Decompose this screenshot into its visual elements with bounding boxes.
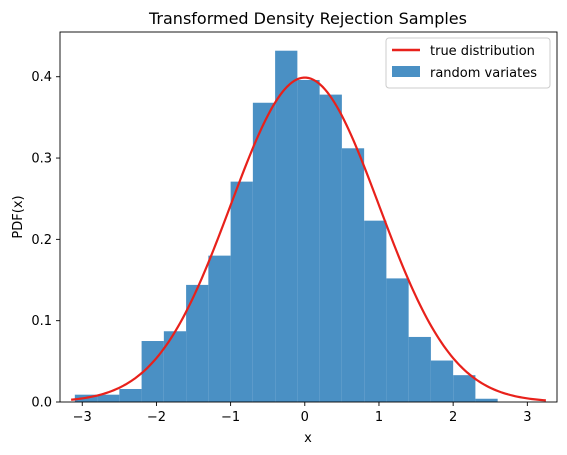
histogram-bars [74, 50, 498, 402]
histogram-bar [186, 284, 209, 402]
true-distribution-curve [71, 76, 546, 402]
legend-label-random-variates: random variates [430, 66, 537, 81]
x-tick-label: 2 [449, 410, 457, 425]
histogram-bar [252, 102, 276, 402]
y-tick-label: 0.1 [31, 314, 52, 329]
x-axis-ticks: −3 −2 −1 0 1 2 3 [73, 402, 531, 425]
histogram-bar [119, 388, 142, 402]
plot-frame [59, 31, 558, 403]
histogram-bar [319, 94, 342, 402]
legend: true distribution random variates [385, 37, 551, 89]
histogram-bar [163, 331, 187, 402]
legend-label-true-distribution: true distribution [430, 44, 535, 59]
histogram-bar [386, 278, 409, 402]
histogram-bar [475, 398, 498, 402]
x-tick-label: 3 [523, 410, 531, 425]
y-tick-label: 0.0 [31, 396, 52, 411]
legend-bar-swatch [392, 66, 420, 77]
x-tick-label: 0 [301, 410, 309, 425]
histogram-bar [408, 336, 431, 402]
histogram-bar [430, 360, 454, 402]
histogram-bar [453, 375, 476, 402]
y-tick-label: 0.3 [31, 152, 52, 167]
x-axis-label: x [304, 431, 312, 446]
legend-box [385, 37, 551, 89]
y-axis-label: PDF(x) [11, 195, 26, 238]
histogram-bar [208, 255, 231, 402]
histogram-bar [341, 148, 365, 402]
histogram-bar [97, 394, 120, 402]
curve-layer [71, 76, 546, 402]
y-tick-label: 0.2 [31, 233, 52, 248]
x-tick-label: 1 [375, 410, 383, 425]
histogram-bar [275, 50, 298, 402]
x-tick-label: −1 [221, 410, 240, 425]
y-axis-ticks: 0.0 0.1 0.2 0.3 0.4 [31, 70, 60, 411]
histogram-bar [297, 79, 320, 402]
x-tick-label: −2 [147, 410, 166, 425]
histogram-bar [364, 220, 387, 402]
y-tick-label: 0.4 [31, 70, 52, 85]
chart-title: Transformed Density Rejection Samples [148, 9, 467, 28]
x-tick-label: −3 [73, 410, 92, 425]
histogram-bar [230, 181, 253, 402]
